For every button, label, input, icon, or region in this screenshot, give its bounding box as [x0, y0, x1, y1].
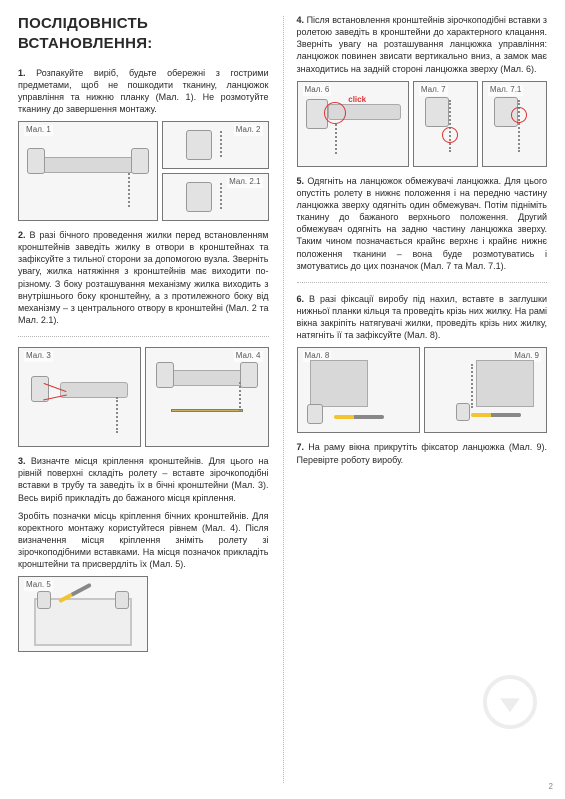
- step-3a-text: 3. Визначте місця кріплення кронштейнів.…: [18, 455, 269, 504]
- step-6-num: 6.: [297, 294, 305, 304]
- figure-4: Мал. 4: [145, 347, 268, 447]
- step-7-text: 7. На раму вікна прикрутіть фіксатор лан…: [297, 441, 548, 465]
- step-3-num: 3.: [18, 456, 26, 466]
- fig-row-1: Мал. 1 Мал. 2 Мал. 2.1: [18, 121, 269, 221]
- step-1-body: Розпакуйте виріб, будьте обережні з гост…: [18, 68, 269, 114]
- step-2-body: В разі бічного проведення жилки перед вс…: [18, 230, 269, 325]
- figure-4-label: Мал. 4: [234, 351, 263, 362]
- watermark-icon: [483, 675, 537, 729]
- step-2-num: 2.: [18, 230, 26, 240]
- figure-7: Мал. 7: [413, 81, 478, 167]
- figure-6-label: Мал. 6: [303, 85, 332, 96]
- click-label: click: [348, 95, 366, 106]
- step-4-num: 4.: [297, 15, 305, 25]
- section-divider-left: [18, 336, 269, 337]
- figure-3-label: Мал. 3: [24, 351, 53, 362]
- step-3b-text: Зробіть позначки місць кріплення бічних …: [18, 510, 269, 571]
- step-2-text: 2. В разі бічного проведення жилки перед…: [18, 229, 269, 326]
- figure-9: Мал. 9: [424, 347, 547, 433]
- step-6-text: 6. В разі фіксації виробу під нахил, вст…: [297, 293, 548, 342]
- fig-row-3: Мал. 5: [18, 576, 269, 652]
- figure-1: Мал. 1: [18, 121, 158, 221]
- figure-2: Мал. 2: [162, 121, 268, 169]
- right-column: 4. Після встановлення кронштейнів зірочк…: [283, 0, 565, 799]
- figure-3: Мал. 3: [18, 347, 141, 447]
- fig-row-4: Мал. 6 click Мал. 7 Мал. 7.1: [297, 81, 548, 167]
- figure-8: Мал. 8: [297, 347, 420, 433]
- step-5-num: 5.: [297, 176, 305, 186]
- figure-2-1: Мал. 2.1: [162, 173, 268, 221]
- figure-6: Мал. 6 click: [297, 81, 409, 167]
- step-1-text: 1. Розпакуйте виріб, будьте обережні з г…: [18, 67, 269, 116]
- page: ПОСЛІДОВНІСТЬ ВСТАНОВЛЕННЯ: 1. Розпакуйт…: [0, 0, 565, 799]
- step-5-text: 5. Одягніть на ланцюжок обмежувачі ланцю…: [297, 175, 548, 272]
- step-1-num: 1.: [18, 68, 26, 78]
- step-7-num: 7.: [297, 442, 305, 452]
- figure-2-label: Мал. 2: [234, 125, 263, 136]
- page-title: ПОСЛІДОВНІСТЬ ВСТАНОВЛЕННЯ:: [18, 14, 269, 55]
- step-4-body: Після встановлення кронштейнів зірочкопо…: [297, 15, 548, 74]
- fig-row-2: Мал. 3 Мал. 4: [18, 347, 269, 447]
- step-5-body: Одягніть на ланцюжок обмежувачі ланцюжка…: [297, 176, 548, 271]
- step-7-body: На раму вікна прикрутіть фіксатор ланцюж…: [297, 442, 548, 464]
- figure-2-1-label: Мал. 2.1: [227, 177, 262, 188]
- step-3a-body: Визначте місця кріплення кронштейнів. Дл…: [18, 456, 269, 502]
- left-column: ПОСЛІДОВНІСТЬ ВСТАНОВЛЕННЯ: 1. Розпакуйт…: [0, 0, 283, 799]
- figure-7-1-label: Мал. 7.1: [488, 85, 523, 96]
- figure-5: Мал. 5: [18, 576, 148, 652]
- figure-1-label: Мал. 1: [24, 125, 53, 136]
- figure-7-1: Мал. 7.1: [482, 81, 547, 167]
- section-divider-right: [297, 282, 548, 283]
- page-number: 2: [549, 782, 553, 793]
- figure-5-label: Мал. 5: [24, 580, 53, 591]
- figure-7-label: Мал. 7: [419, 85, 448, 96]
- step-6-body: В разі фіксації виробу під нахил, вставт…: [297, 294, 548, 340]
- fig-row-5: Мал. 8 Мал. 9: [297, 347, 548, 433]
- step-4-text: 4. Після встановлення кронштейнів зірочк…: [297, 14, 548, 75]
